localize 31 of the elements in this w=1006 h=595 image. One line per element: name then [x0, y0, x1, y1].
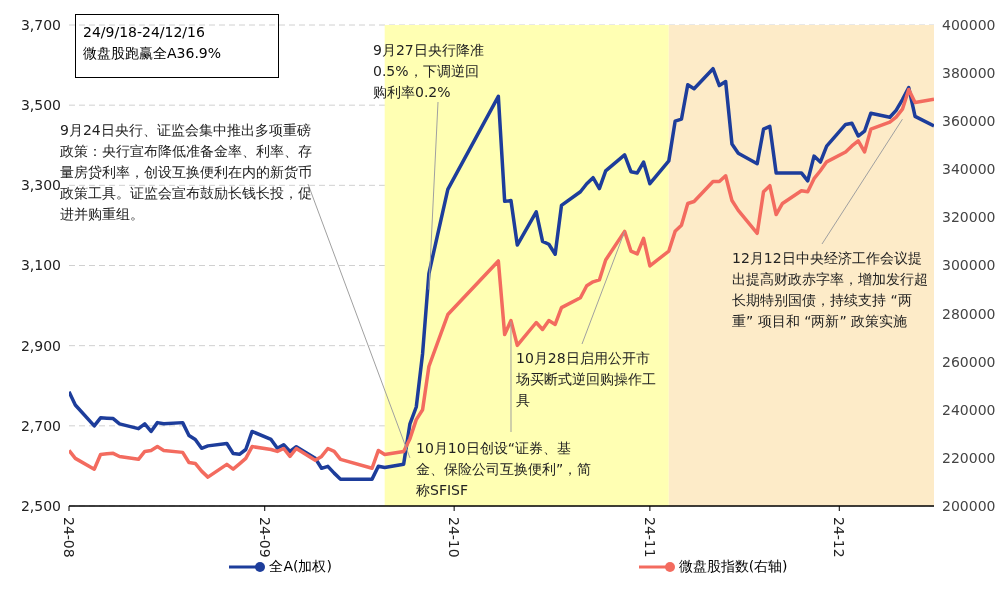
y2-tick-label: 340000: [942, 161, 996, 178]
y2-tick-label: 300000: [942, 257, 996, 274]
x-tick-label: 24-10: [446, 517, 463, 558]
x-tick-label: 24-08: [61, 517, 77, 558]
annotation: 12月12日中央经济工作会议提出提高财政赤字率，增加发行超长期特别国债，持续支持 “两重” 项目和 “两新” 政策实施: [732, 249, 929, 331]
y-tick-label: 2,700: [20, 417, 61, 434]
x-tick-label: 24-09: [256, 517, 273, 558]
y2-tick-label: 320000: [942, 209, 996, 226]
y2-tick-label: 380000: [942, 65, 996, 82]
y2-tick-label: 400000: [942, 16, 996, 33]
y2-tick-label: 360000: [942, 113, 996, 130]
x-tick-label: 24-11: [641, 517, 658, 558]
annotation: 9月27日央行降准0.5%，下调逆回购利率0.2%: [373, 41, 485, 102]
y2-tick-label: 200000: [942, 497, 996, 514]
annotation: 10月28日启用公开市场买断式逆回购操作工具: [516, 349, 656, 410]
x-tick-label: 24-12: [831, 517, 848, 558]
y-tick-label: 3,300: [20, 177, 61, 194]
annotation: 10月10日创设“证券、基金、保险公司互换便利”，简称SFISF: [416, 439, 593, 500]
y-tick-label: 3,100: [20, 257, 61, 274]
y-tick-label: 2,900: [20, 337, 61, 354]
y-tick-label: 3,500: [20, 97, 61, 114]
annotation: 24/9/18-24/12/16 微盘股跑赢全A36.9%: [83, 23, 223, 63]
annotation: 9月24日央行、证监会集中推出多项重磅政策：央行宣布降低准备金率、利率、存量房贷利率，创设互换便利在内的新货币政策工具。证监会宣布鼓励长钱长投，促进并购重组。: [60, 121, 312, 224]
y2-tick-label: 260000: [942, 353, 996, 370]
y2-tick-label: 280000: [942, 305, 996, 322]
y-tick-label: 2,500: [20, 497, 61, 514]
y2-tick-label: 220000: [942, 449, 996, 466]
legend-label: 微盘股指数(右轴): [678, 558, 788, 576]
y-tick-label: 3,700: [20, 16, 61, 33]
y2-tick-label: 240000: [942, 401, 996, 418]
legend-label: 全A(加权): [269, 558, 332, 576]
